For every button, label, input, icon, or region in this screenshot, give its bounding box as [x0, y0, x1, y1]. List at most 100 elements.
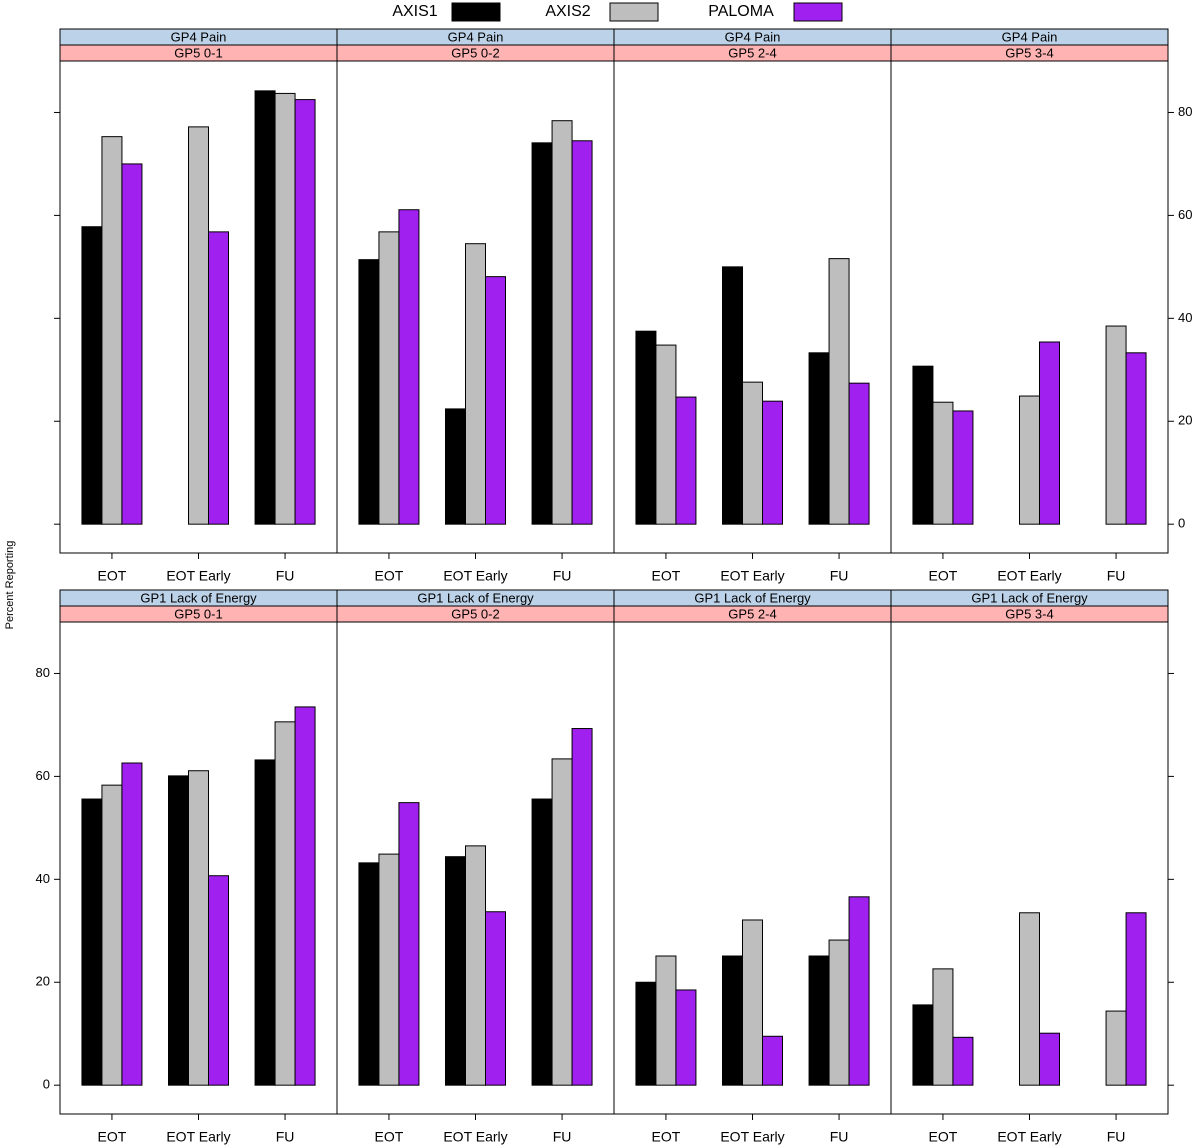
bar	[378, 853, 400, 1086]
x-tick-label: EOT Early	[443, 1129, 507, 1145]
y-tick-label: 20	[1178, 413, 1192, 428]
x-tick-label: EOT	[929, 568, 958, 584]
y-tick-label: 80	[1178, 104, 1192, 119]
bar	[254, 759, 276, 1086]
legend-label: AXIS1	[392, 3, 437, 20]
bar	[398, 802, 420, 1086]
bar	[101, 136, 123, 525]
x-tick-label: FU	[1107, 1129, 1126, 1145]
bar	[168, 775, 189, 1086]
x-tick-label: EOT Early	[720, 568, 784, 584]
legend-swatch	[451, 2, 501, 22]
legend-swatch	[793, 2, 843, 22]
y-tick-label: 0	[43, 1077, 50, 1092]
x-tick-label: FU	[553, 568, 572, 584]
legend-swatch	[609, 2, 659, 22]
bar	[722, 266, 743, 525]
x-tick-label: FU	[1107, 568, 1126, 584]
x-tick-label: EOT	[375, 568, 404, 584]
bar	[274, 721, 296, 1086]
bar	[1105, 325, 1127, 525]
bar	[912, 365, 934, 525]
strip-title: GP1 Lack of Energy	[694, 590, 811, 605]
bar	[101, 784, 123, 1086]
bar	[378, 231, 400, 525]
bar	[294, 706, 316, 1086]
panel-frame	[890, 621, 1169, 1115]
bar	[551, 758, 573, 1086]
strip-subtitle: GP5 3-4	[1005, 606, 1053, 621]
bar	[932, 968, 954, 1086]
bar	[1125, 352, 1147, 525]
strip-subtitle: GP5 0-1	[174, 606, 222, 621]
y-tick-label: 20	[36, 974, 50, 989]
y-tick-label: 60	[1178, 207, 1192, 222]
y-axis-label: Percent Reporting	[4, 541, 16, 630]
bar	[762, 400, 783, 525]
y-tick-label: 0	[1178, 516, 1185, 531]
bar	[208, 875, 229, 1086]
strip-title: GP4 Pain	[448, 29, 504, 44]
bar	[828, 258, 850, 525]
x-tick-label: EOT	[652, 568, 681, 584]
x-tick-label: FU	[553, 1129, 572, 1145]
x-tick-label: EOT Early	[443, 568, 507, 584]
strip-subtitle: GP5 2-4	[728, 45, 776, 60]
y-tick-label: 80	[36, 665, 50, 680]
strip-subtitle: GP5 3-4	[1005, 45, 1053, 60]
bar	[1039, 1032, 1060, 1086]
bar	[398, 209, 420, 525]
x-tick-label: EOT Early	[166, 1129, 230, 1145]
bar	[808, 955, 830, 1086]
bar	[531, 798, 553, 1086]
x-tick-label: EOT	[98, 1129, 127, 1145]
x-tick-label: EOT	[929, 1129, 958, 1145]
bar	[1039, 341, 1060, 525]
bar	[571, 728, 593, 1086]
x-tick-label: EOT Early	[997, 1129, 1061, 1145]
bar	[722, 955, 743, 1086]
bar	[188, 126, 209, 525]
x-tick-label: FU	[276, 1129, 295, 1145]
y-tick-label: 40	[1178, 310, 1192, 325]
bar	[952, 1036, 974, 1086]
legend-label: AXIS2	[545, 3, 590, 20]
bar	[485, 276, 506, 525]
x-tick-label: EOT Early	[166, 568, 230, 584]
panel-frame	[890, 60, 1169, 554]
bar	[912, 1004, 934, 1086]
bar	[294, 99, 316, 525]
strip-subtitle: GP5 2-4	[728, 606, 776, 621]
bar	[1125, 912, 1147, 1086]
bar	[188, 770, 209, 1086]
strip-title: GP4 Pain	[725, 29, 781, 44]
bar	[121, 762, 143, 1086]
legend-label: PALOMA	[708, 3, 774, 20]
bar	[635, 981, 657, 1086]
x-tick-label: EOT	[652, 1129, 681, 1145]
bar	[445, 856, 466, 1086]
bar	[571, 140, 593, 525]
bar	[742, 919, 763, 1086]
x-tick-label: FU	[830, 568, 849, 584]
bar	[358, 259, 380, 525]
strip-subtitle: GP5 0-2	[451, 45, 499, 60]
strip-subtitle: GP5 0-2	[451, 606, 499, 621]
x-tick-label: EOT	[98, 568, 127, 584]
bar	[121, 163, 143, 525]
bar	[274, 92, 296, 525]
x-tick-label: EOT Early	[997, 568, 1061, 584]
strip-subtitle: GP5 0-1	[174, 45, 222, 60]
strip-title: GP1 Lack of Energy	[417, 590, 534, 605]
bar	[848, 382, 870, 525]
strip-title: GP1 Lack of Energy	[140, 590, 257, 605]
bar	[81, 798, 103, 1086]
bar	[445, 408, 466, 525]
bar	[675, 396, 697, 525]
x-tick-label: FU	[830, 1129, 849, 1145]
bar	[655, 344, 677, 525]
bar	[828, 939, 850, 1086]
bar	[742, 381, 763, 525]
bar	[254, 90, 276, 525]
